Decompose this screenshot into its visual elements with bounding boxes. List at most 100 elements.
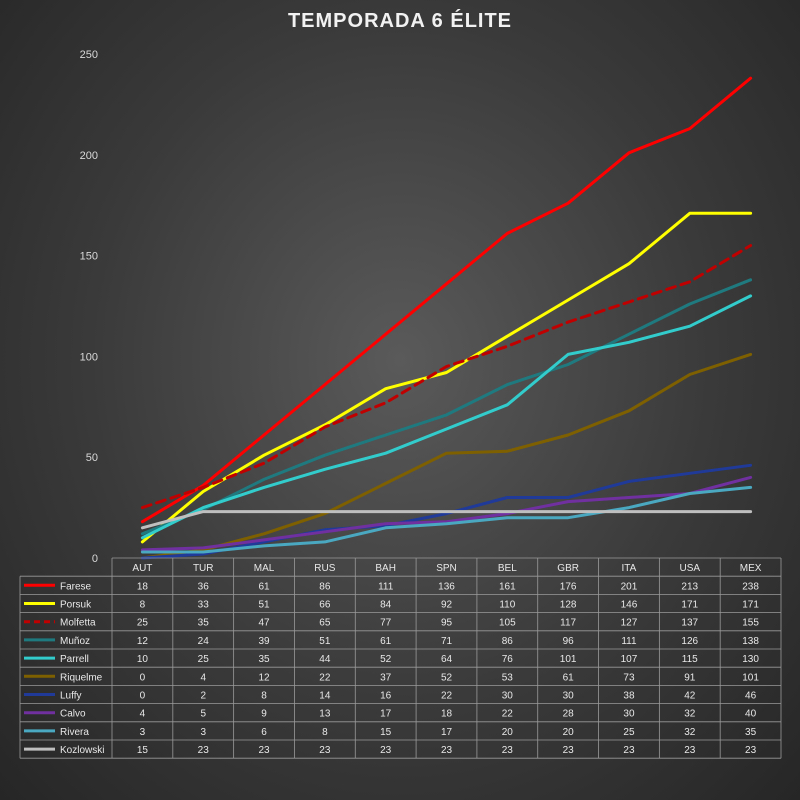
x-tick-label: GBR xyxy=(557,563,579,574)
data-table-cell: 213 xyxy=(681,581,698,592)
data-table-cell: 8 xyxy=(261,691,267,702)
data-table-cell: 171 xyxy=(742,600,759,611)
data-table-cell: 32 xyxy=(684,709,696,720)
x-tick-label: TUR xyxy=(193,563,214,574)
data-table-cell: 137 xyxy=(681,618,698,629)
data-table-cell: 30 xyxy=(623,709,635,720)
x-tick-label: BAH xyxy=(375,563,396,574)
data-table-cell: 8 xyxy=(322,727,328,738)
data-table-cell: 138 xyxy=(742,636,759,647)
data-table-cell: 8 xyxy=(140,600,146,611)
data-table-cell: 77 xyxy=(380,618,392,629)
series-line-calvo xyxy=(140,475,753,552)
legend-label: Parrell xyxy=(60,654,89,665)
x-tick-label: SPN xyxy=(436,563,457,574)
data-table-cell: 4 xyxy=(140,709,146,720)
data-table-cell: 146 xyxy=(621,600,638,611)
data-table-cell: 42 xyxy=(684,691,696,702)
data-table-cell: 65 xyxy=(319,618,331,629)
y-tick-label: 0 xyxy=(92,553,98,565)
legend-label: Porsuk xyxy=(60,600,92,611)
x-tick-label: USA xyxy=(679,563,700,574)
legend-label: Kozlowski xyxy=(60,745,104,756)
data-table-cell: 14 xyxy=(319,691,331,702)
data-table-cell: 35 xyxy=(745,727,757,738)
data-table-cell: 96 xyxy=(563,636,575,647)
x-tick-label: AUT xyxy=(132,563,152,574)
y-tick-label: 200 xyxy=(80,150,98,162)
data-table-cell: 51 xyxy=(258,600,270,611)
data-table-cell: 95 xyxy=(441,618,453,629)
legend-label: Farese xyxy=(60,581,92,592)
data-table-cell: 115 xyxy=(682,654,698,665)
data-table-cell: 126 xyxy=(681,636,698,647)
data-table-cell: 238 xyxy=(742,581,759,592)
data-table-cell: 52 xyxy=(441,672,453,683)
data-table-cell: 18 xyxy=(137,581,149,592)
data-table-cell: 39 xyxy=(258,636,270,647)
data-table-cell: 44 xyxy=(319,654,331,665)
data-table-cell: 10 xyxy=(137,654,149,665)
data-table-cell: 20 xyxy=(502,727,514,738)
data-table-cell: 28 xyxy=(563,709,575,720)
data-table-cell: 128 xyxy=(560,600,577,611)
data-table-cell: 155 xyxy=(742,618,759,629)
chart-title: TEMPORADA 6 ÉLITE xyxy=(287,10,513,32)
data-table-cell: 23 xyxy=(745,745,757,756)
data-table-cell: 25 xyxy=(137,618,149,629)
series-line-kozlowski xyxy=(140,510,753,530)
data-table-cell: 71 xyxy=(441,636,453,647)
data-table-cell: 35 xyxy=(258,654,270,665)
legend-label: Calvo xyxy=(60,709,86,720)
data-table-cell: 61 xyxy=(380,636,392,647)
data-table-cell: 20 xyxy=(563,727,575,738)
data-table-cell: 37 xyxy=(380,672,392,683)
series-line-farese xyxy=(140,76,753,524)
data-table-cell: 46 xyxy=(745,691,757,702)
data-table-cell: 110 xyxy=(499,600,515,611)
x-tick-label: RUS xyxy=(314,563,335,574)
legend-label: Muñoz xyxy=(60,636,90,647)
legend-label: Rivera xyxy=(60,727,89,738)
x-tick-label: MEX xyxy=(740,563,762,574)
data-table-cell: 171 xyxy=(681,600,698,611)
data-table-cell: 23 xyxy=(563,745,575,756)
data-table-cell: 127 xyxy=(621,618,638,629)
data-table-cell: 176 xyxy=(560,581,577,592)
data-table-cell: 52 xyxy=(380,654,392,665)
series-line-porsuk xyxy=(140,211,753,544)
data-table-cell: 130 xyxy=(742,654,759,665)
data-table-cell: 5 xyxy=(200,709,206,720)
data-table-cell: 76 xyxy=(502,654,514,665)
data-table-cell: 23 xyxy=(319,745,331,756)
data-table-cell: 101 xyxy=(560,654,577,665)
y-tick-label: 100 xyxy=(80,351,98,363)
data-table-cell: 17 xyxy=(441,727,453,738)
data-table-cell: 35 xyxy=(198,618,210,629)
data-table-cell: 105 xyxy=(499,618,516,629)
data-table-cell: 0 xyxy=(140,691,146,702)
data-table-cell: 16 xyxy=(380,691,392,702)
data-table-cell: 13 xyxy=(319,709,331,720)
series-line-molfetta xyxy=(140,244,753,510)
x-tick-label: MAL xyxy=(254,563,275,574)
data-table-cell: 25 xyxy=(198,654,210,665)
data-table-cell: 107 xyxy=(621,654,638,665)
data-table-cell: 201 xyxy=(621,581,638,592)
data-table-cell: 111 xyxy=(621,636,637,647)
legend-label: Luffy xyxy=(60,691,82,702)
data-table-cell: 86 xyxy=(319,581,331,592)
data-table-cell: 92 xyxy=(441,600,453,611)
data-table-cell: 2 xyxy=(200,691,206,702)
data-table-cell: 33 xyxy=(198,600,210,611)
series-line-muñoz xyxy=(140,278,753,536)
data-table-cell: 25 xyxy=(623,727,635,738)
data-table-cell: 38 xyxy=(623,691,635,702)
data-table-cell: 47 xyxy=(258,618,270,629)
y-tick-label: 250 xyxy=(80,49,98,61)
data-table-cell: 91 xyxy=(684,672,696,683)
data-table-cell: 23 xyxy=(380,745,392,756)
series-line-parrell xyxy=(140,294,753,540)
data-table-cell: 73 xyxy=(623,672,635,683)
